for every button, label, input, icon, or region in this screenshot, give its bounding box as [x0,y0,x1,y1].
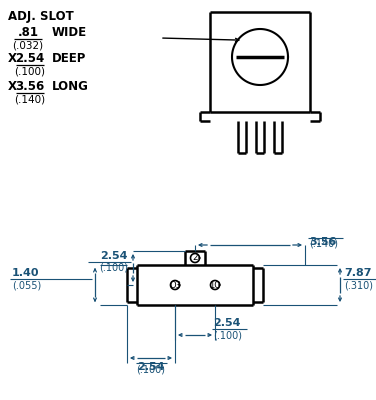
Text: (.055): (.055) [12,280,41,290]
Text: LONG: LONG [52,80,89,93]
Text: (.032): (.032) [12,40,44,50]
Text: (.100): (.100) [15,66,45,76]
Text: (.310): (.310) [344,280,373,290]
Text: 2.54: 2.54 [137,362,165,372]
Text: 1O: 1O [209,280,221,290]
Text: 2: 2 [192,252,198,262]
Text: X: X [8,52,17,65]
Text: (.100): (.100) [213,330,242,340]
Text: 2.54: 2.54 [100,251,128,261]
Text: X: X [8,80,17,93]
Text: 3.56: 3.56 [309,237,337,247]
Text: 2.54: 2.54 [15,52,45,65]
Text: (.100): (.100) [136,364,165,374]
Text: 1.40: 1.40 [12,268,39,278]
Text: 3.56: 3.56 [15,80,45,93]
Text: DEEP: DEEP [52,52,86,65]
Text: (.140): (.140) [14,94,45,104]
Text: O3: O3 [169,280,181,290]
Text: .81: .81 [18,26,38,39]
Text: (.140): (.140) [309,239,338,249]
Text: WIDE: WIDE [52,26,87,39]
Text: 7.87: 7.87 [344,268,371,278]
Text: ADJ. SLOT: ADJ. SLOT [8,10,74,23]
Text: (.100): (.100) [99,263,128,273]
Text: 2.54: 2.54 [213,318,241,328]
